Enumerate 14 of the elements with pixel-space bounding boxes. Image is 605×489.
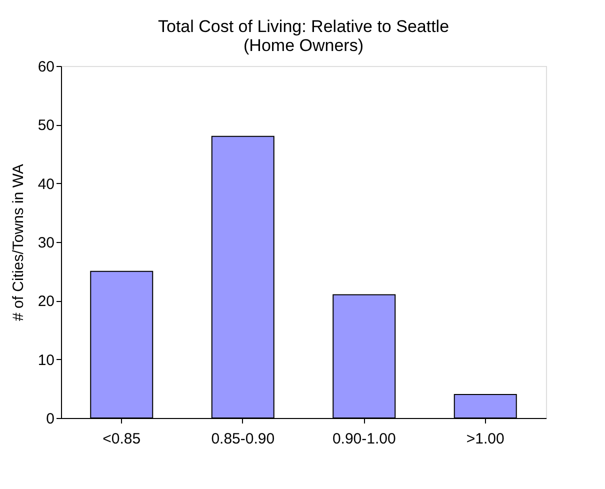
y-tick-label: 10: [38, 352, 54, 369]
y-tick-label: 20: [38, 293, 54, 310]
y-tick-label: 50: [38, 117, 54, 134]
y-tick-label: 30: [38, 234, 54, 252]
text: Total Cost of Living: Relative to Seattle: [158, 17, 450, 36]
y-tick-label: 60: [38, 58, 54, 76]
y-axis-title: # of Cities/Towns in WA: [10, 164, 27, 321]
y-tick-label: 40: [38, 176, 54, 193]
y-tick-label: 0: [46, 410, 54, 428]
x-tick-label: >1.00: [466, 430, 504, 448]
x-tick-label: 0.85-0.90: [211, 430, 275, 448]
text: (Home Owners): [244, 36, 364, 55]
x-tick-label: 0.90-1.00: [332, 430, 396, 448]
x-tick-label: <0.85: [102, 430, 141, 448]
